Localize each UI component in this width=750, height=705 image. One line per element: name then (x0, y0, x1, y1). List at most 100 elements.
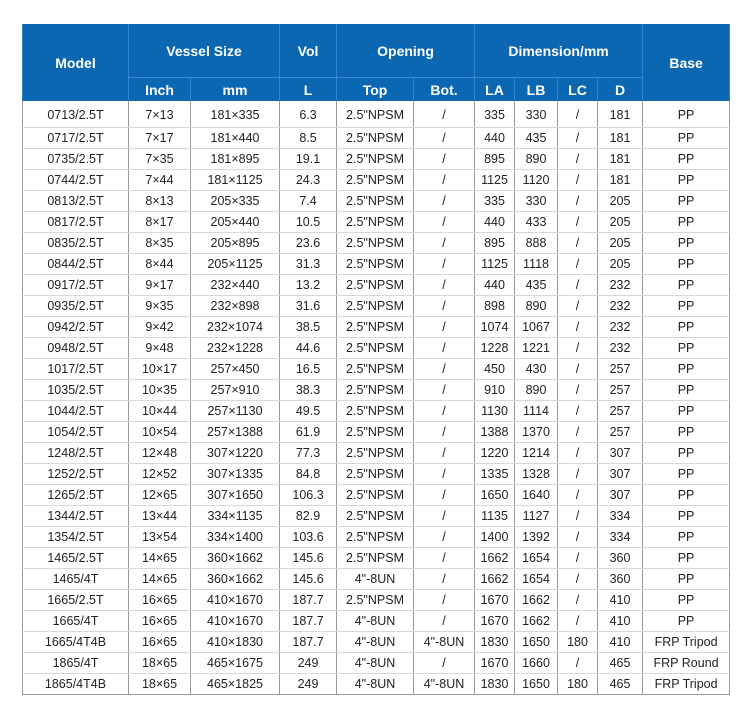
cell-model: 0817/2.5T (22, 211, 129, 233)
table-row: 1017/2.5T 10×17 257×450 16.5 2.5"NPSM/450 430… (22, 358, 731, 380)
cell-lc: / (557, 232, 599, 254)
table-row: 0813/2.5T 8×13 205×335 7.4 2.5"NPSM/335 330/2… (22, 190, 731, 212)
cell-d: 205 (597, 211, 644, 233)
cell-mm: 181×440 (189, 127, 281, 149)
cell-lc: / (557, 295, 599, 317)
cell-la: 1670 (474, 652, 516, 674)
cell-inch: 7×13 (128, 101, 191, 128)
cell-vol: 44.6 (279, 337, 338, 359)
cell-base: PP (642, 337, 731, 359)
cell-bot: / (413, 169, 476, 191)
cell-inch: 8×44 (128, 253, 191, 275)
cell-mm: 205×1125 (189, 253, 281, 275)
cell-inch: 8×35 (128, 232, 191, 254)
cell-inch: 13×44 (128, 505, 191, 527)
cell-vol: 82.9 (279, 505, 338, 527)
cell-lc: / (557, 148, 599, 170)
cell-inch: 16×65 (128, 631, 191, 653)
cell-inch: 7×35 (128, 148, 191, 170)
cell-la: 1135 (474, 505, 516, 527)
cell-inch: 12×52 (128, 463, 191, 485)
cell-lc: / (557, 358, 599, 380)
cell-top: 2.5"NPSM (336, 316, 415, 338)
header-base: Base (642, 24, 731, 101)
cell-top: 4"-8UN (336, 673, 415, 695)
cell-vol: 31.3 (279, 253, 338, 275)
cell-inch: 14×65 (128, 568, 191, 590)
cell-vol: 106.3 (279, 484, 338, 506)
cell-la: 440 (474, 274, 516, 296)
cell-bot: / (413, 526, 476, 548)
cell-lc: / (557, 568, 599, 590)
cell-base: PP (642, 589, 731, 611)
cell-model: 0835/2.5T (22, 232, 129, 254)
cell-inch: 10×54 (128, 421, 191, 443)
cell-lc: / (557, 190, 599, 212)
cell-top: 2.5"NPSM (336, 589, 415, 611)
cell-base: PP (642, 169, 731, 191)
cell-la: 1125 (474, 253, 516, 275)
header-inch: Inch (128, 77, 191, 101)
cell-model: 0744/2.5T (22, 169, 129, 191)
cell-vol: 10.5 (279, 211, 338, 233)
cell-bot: / (413, 505, 476, 527)
cell-la: 1074 (474, 316, 516, 338)
cell-top: 2.5"NPSM (336, 232, 415, 254)
cell-top: 2.5"NPSM (336, 274, 415, 296)
cell-lb: 330 (514, 101, 559, 128)
cell-top: 2.5"NPSM (336, 101, 415, 128)
cell-d: 232 (597, 316, 644, 338)
cell-base: PP (642, 316, 731, 338)
cell-la: 1662 (474, 547, 516, 569)
cell-lb: 1640 (514, 484, 559, 506)
table-row: 1252/2.5T 12×52 307×1335 84.8 2.5"NPSM/1335 1… (22, 463, 731, 485)
cell-vol: 13.2 (279, 274, 338, 296)
cell-bot: / (413, 484, 476, 506)
cell-bot: / (413, 127, 476, 149)
cell-lc: / (557, 101, 599, 128)
cell-bot: / (413, 337, 476, 359)
cell-la: 1125 (474, 169, 516, 191)
cell-d: 181 (597, 169, 644, 191)
cell-top: 2.5"NPSM (336, 358, 415, 380)
table-row: 0844/2.5T 8×44 205×1125 31.3 2.5"NPSM/1125 11… (22, 253, 731, 275)
table-row: 0735/2.5T 7×35 181×895 19.1 2.5"NPSM/895 890/… (22, 148, 731, 170)
cell-lb: 1392 (514, 526, 559, 548)
cell-lc: / (557, 484, 599, 506)
cell-lc: / (557, 211, 599, 233)
cell-bot: / (413, 211, 476, 233)
cell-lb: 433 (514, 211, 559, 233)
cell-base: PP (642, 505, 731, 527)
cell-la: 450 (474, 358, 516, 380)
cell-top: 2.5"NPSM (336, 127, 415, 149)
cell-inch: 18×65 (128, 652, 191, 674)
cell-bot: / (413, 400, 476, 422)
cell-la: 895 (474, 148, 516, 170)
cell-base: FRP Round (642, 652, 731, 674)
cell-vol: 8.5 (279, 127, 338, 149)
cell-model: 1265/2.5T (22, 484, 129, 506)
cell-d: 410 (597, 610, 644, 632)
cell-lc: / (557, 589, 599, 611)
cell-la: 1670 (474, 589, 516, 611)
cell-lc: 180 (557, 673, 599, 695)
cell-inch: 9×42 (128, 316, 191, 338)
cell-base: PP (642, 547, 731, 569)
cell-d: 257 (597, 421, 644, 443)
cell-top: 2.5"NPSM (336, 211, 415, 233)
cell-mm: 232×898 (189, 295, 281, 317)
cell-bot: / (413, 610, 476, 632)
cell-top: 2.5"NPSM (336, 505, 415, 527)
cell-base: PP (642, 232, 731, 254)
cell-inch: 7×17 (128, 127, 191, 149)
table-row: 0942/2.5T 9×42 232×1074 38.5 2.5"NPSM/1074 10… (22, 316, 731, 338)
cell-la: 1830 (474, 631, 516, 653)
cell-d: 257 (597, 358, 644, 380)
cell-bot: / (413, 190, 476, 212)
cell-lc: / (557, 400, 599, 422)
table-row: 1054/2.5T 10×54 257×1388 61.9 2.5"NPSM/1388 1… (22, 421, 731, 443)
cell-la: 335 (474, 101, 516, 128)
cell-d: 410 (597, 631, 644, 653)
cell-lb: 1221 (514, 337, 559, 359)
table-row: 1044/2.5T 10×44 257×1130 49.5 2.5"NPSM/1130 1… (22, 400, 731, 422)
